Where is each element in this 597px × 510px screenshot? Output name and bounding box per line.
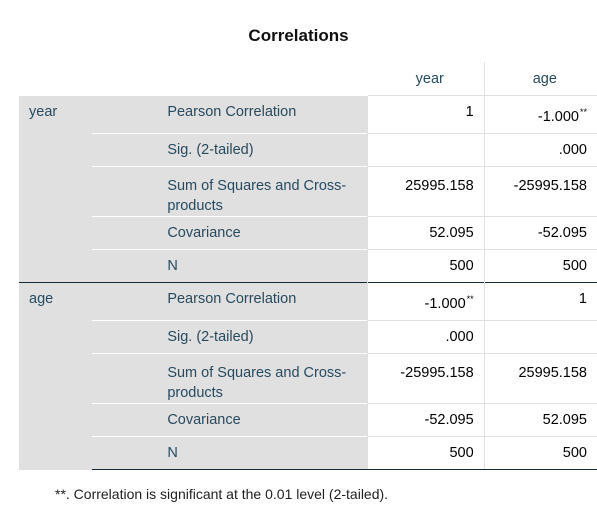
table-title: Correlations [248, 26, 349, 45]
cell-value: -52.095 [483, 216, 597, 250]
row-label: Covariance [92, 403, 368, 437]
cell-value: .000 [367, 320, 485, 354]
cell-text: 25995.158 [518, 365, 587, 381]
cell-text: 25995.158 [405, 178, 474, 194]
column-header-year: year [415, 70, 444, 87]
cell-text: -25995.158 [400, 365, 474, 381]
row-label: Sum of Squares and Cross-products [92, 166, 368, 217]
table-row: Covariance -52.095 52.095 [19, 403, 597, 437]
significance-marker: ** [579, 107, 587, 117]
table-row: year Pearson Correlation 1 -1.000** [19, 95, 597, 283]
cell-value: -52.095 [367, 403, 485, 437]
column-header-row: year age [19, 62, 597, 96]
cell-value: 52.095 [483, 403, 597, 437]
table-row: N 500 500 [19, 436, 597, 470]
table-row: Covariance 52.095 -52.095 [19, 216, 597, 250]
cell-text: -1.000 [424, 296, 466, 312]
cell-value: 500 [483, 436, 597, 470]
cell-value [367, 133, 485, 167]
cell-value: -25995.158 [367, 353, 485, 404]
table-row: Sum of Squares and Cross-products -25995… [19, 353, 597, 404]
row-label-text: Sum of Squares and Cross-products [167, 365, 347, 401]
header-empty [92, 62, 368, 96]
cell-value: 52.095 [367, 216, 485, 250]
cell-value: 25995.158 [367, 166, 485, 217]
cell-value: -25995.158 [483, 166, 597, 217]
cell-value: 500 [367, 436, 485, 470]
table-row: N 500 500 [19, 249, 597, 283]
row-label: Pearson Correlation [92, 95, 368, 134]
header-empty [19, 62, 92, 96]
cell-text: -25995.158 [513, 178, 587, 194]
table-row: age Pearson Correlation -1.000** 1 [19, 282, 597, 470]
cell-value [483, 320, 597, 354]
table-row: Sig. (2-tailed) .000 [19, 320, 597, 354]
cell-value: .000 [483, 133, 597, 167]
row-label: Pearson Correlation [92, 282, 368, 321]
cell-value: -1.000** [367, 282, 485, 321]
row-label: N [92, 436, 368, 470]
row-group-label: age [19, 282, 93, 470]
cell-value: 1 [483, 282, 597, 321]
row-label: Sum of Squares and Cross-products [92, 353, 368, 404]
cell-text: -1.000 [537, 109, 579, 125]
significance-marker: ** [466, 294, 474, 304]
column-header-age: age [483, 62, 597, 96]
row-label: Covariance [92, 216, 368, 250]
cell-value: 1 [367, 95, 485, 134]
cell-value: -1.000** [483, 95, 597, 134]
table-row: Sig. (2-tailed) .000 [19, 133, 597, 167]
row-label: N [92, 249, 368, 283]
cell-value: 500 [483, 249, 597, 283]
row-group-label: year [19, 95, 93, 283]
correlations-table: year age year Pearson Correlation 1 -1.0… [19, 62, 597, 470]
row-label-text: Sum of Squares and Cross-products [167, 178, 347, 214]
cell-value: 25995.158 [483, 353, 597, 404]
row-label: Sig. (2-tailed) [92, 320, 368, 354]
cell-value: 500 [367, 249, 485, 283]
table-row: Sum of Squares and Cross-products 25995.… [19, 166, 597, 217]
row-label: Sig. (2-tailed) [92, 133, 368, 167]
footnote: **. Correlation is significant at the 0.… [55, 486, 389, 502]
